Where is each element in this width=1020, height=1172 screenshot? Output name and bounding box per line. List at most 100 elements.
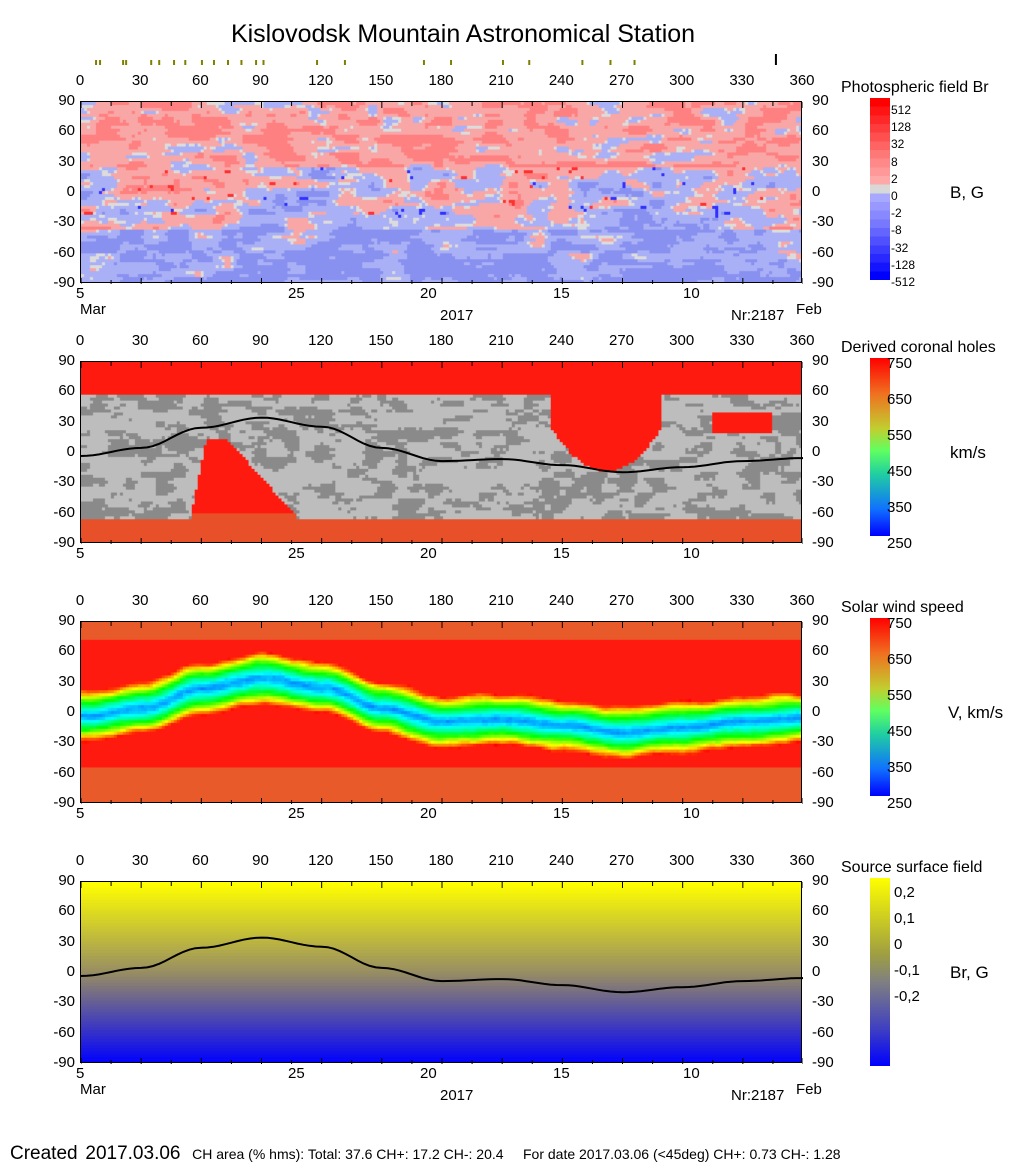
- x-tick-label: 90: [252, 72, 269, 89]
- date-tick-label: 15: [553, 1065, 570, 1082]
- colorbar-title: Source surface field: [841, 859, 983, 876]
- y-tick-label-left: 0: [66, 443, 75, 460]
- x-tick-label: 30: [131, 72, 149, 89]
- colorbar-tick-label: 0: [891, 189, 898, 203]
- date-tick-label: 20: [420, 1065, 437, 1082]
- y-tick-label-left: 0: [66, 183, 75, 200]
- y-tick-label-right: -60: [812, 243, 834, 261]
- observation-marker: [200, 60, 203, 65]
- x-tick-label: 330: [729, 852, 755, 869]
- x-tick-label: 270: [608, 592, 635, 609]
- date-tick-label: 25: [288, 1065, 305, 1082]
- colorbar-tick-label: 550: [887, 687, 913, 704]
- y-tick-label-left: 60: [58, 382, 75, 400]
- y-tick-label-left: 60: [58, 122, 75, 140]
- date-tick-label: 10: [683, 1065, 700, 1082]
- month-right: Feb: [796, 1081, 822, 1098]
- x-tick-label: 150: [368, 592, 394, 609]
- year-label: 2017: [440, 1087, 474, 1104]
- y-tick-label-right: 60: [812, 902, 829, 920]
- date-tick-label: 25: [288, 545, 305, 562]
- colorbar-tick-label: 0,1: [894, 910, 915, 927]
- x-tick-label: 360: [789, 852, 815, 869]
- observation-marker: [450, 60, 453, 65]
- colorbar-tick-label: -8: [891, 223, 902, 238]
- map-image: [81, 882, 801, 1062]
- date-tick-label: 20: [420, 285, 437, 302]
- y-tick-label-left: -90: [53, 1054, 75, 1071]
- observation-marker: [158, 60, 161, 65]
- y-tick-label-right: 0: [812, 703, 821, 720]
- y-tick-label-left: 0: [66, 703, 75, 720]
- x-tick-label: 240: [548, 72, 574, 89]
- y-tick-label-right: 90: [812, 92, 829, 109]
- colorbar-tick-label: 550: [887, 427, 913, 444]
- observation-marker: [255, 60, 258, 65]
- observation-marker: [240, 60, 243, 65]
- map-image: [81, 622, 801, 802]
- x-tick-label: 240: [548, 592, 574, 609]
- for-date-stats: For date 2017.03.06 (<45deg) CH+: 0.73 C…: [522, 1146, 841, 1162]
- colorbar: [870, 618, 890, 796]
- x-tick-label: 0: [75, 332, 85, 349]
- x-tick-label: 180: [428, 852, 454, 869]
- ch-area-stats: CH area (% hms): Total: 37.6 CH+: 17.2 C…: [192, 1146, 504, 1162]
- x-tick-label: 60: [191, 332, 209, 349]
- observation-marker: [422, 60, 425, 65]
- date-tick-label: 15: [553, 805, 570, 822]
- colorbar: [870, 878, 890, 1066]
- observation-marker: [316, 60, 319, 65]
- y-tick-label-right: -30: [812, 473, 834, 491]
- x-tick-label: 300: [669, 852, 695, 869]
- x-tick-label: 210: [488, 332, 514, 349]
- x-tick-label: 210: [488, 592, 514, 609]
- y-tick-label-left: -30: [53, 473, 75, 491]
- x-tick-label: 330: [729, 332, 755, 349]
- x-tick-label: 90: [252, 852, 269, 869]
- map-image: [81, 102, 801, 282]
- plot-area-2: [80, 361, 803, 544]
- y-tick-label-left: 30: [58, 152, 75, 170]
- colorbar-tick-label: 250: [887, 535, 913, 552]
- figure-title: Kislovodsk Mountain Astronomical Station: [230, 20, 696, 48]
- y-tick-label-left: -90: [53, 534, 75, 551]
- x-tick-label: 240: [548, 852, 574, 869]
- y-tick-label-right: 90: [812, 612, 829, 629]
- x-tick-label: 180: [428, 592, 454, 609]
- y-tick-label-right: 90: [812, 872, 829, 889]
- x-tick-label: 30: [131, 592, 149, 609]
- x-tick-label: 270: [608, 852, 635, 869]
- date-tick-label: 5: [76, 545, 85, 562]
- rotation-number: Nr:2187: [731, 1087, 785, 1104]
- colorbar-tick-label: 750: [887, 615, 913, 632]
- y-tick-label-right: 30: [812, 412, 829, 430]
- x-tick-label: 180: [428, 332, 454, 349]
- y-tick-label-right: -30: [812, 733, 834, 751]
- observation-marker: [633, 60, 636, 65]
- observation-marker: [227, 60, 230, 65]
- y-tick-label-right: -90: [812, 794, 834, 811]
- y-tick-label-right: 0: [812, 443, 821, 460]
- x-tick-label: 150: [368, 72, 394, 89]
- colorbar-tick-label: -128: [891, 257, 916, 272]
- observation-marker: [262, 60, 265, 65]
- observation-marker: [501, 60, 504, 65]
- y-tick-label-left: -30: [53, 213, 75, 231]
- x-tick-label: 300: [669, 592, 695, 609]
- y-tick-label-left: -60: [53, 1023, 75, 1041]
- date-tick-label: 10: [683, 805, 700, 822]
- x-tick-label: 120: [308, 72, 334, 89]
- date-tick-label: 25: [288, 805, 305, 822]
- y-tick-label-right: 30: [812, 672, 829, 690]
- y-tick-label-right: 30: [812, 932, 829, 950]
- month-left: Mar: [80, 1081, 106, 1098]
- x-tick-label: 120: [308, 592, 334, 609]
- observation-marker: [122, 60, 125, 65]
- observation-marker: [581, 60, 584, 65]
- x-tick-label: 30: [131, 852, 149, 869]
- x-tick-label: 330: [729, 72, 755, 89]
- y-tick-label-left: -30: [53, 733, 75, 751]
- y-tick-label-right: -60: [812, 1023, 834, 1041]
- date-tick-label: 10: [683, 285, 700, 302]
- colorbar-title: Solar wind speed: [841, 599, 964, 616]
